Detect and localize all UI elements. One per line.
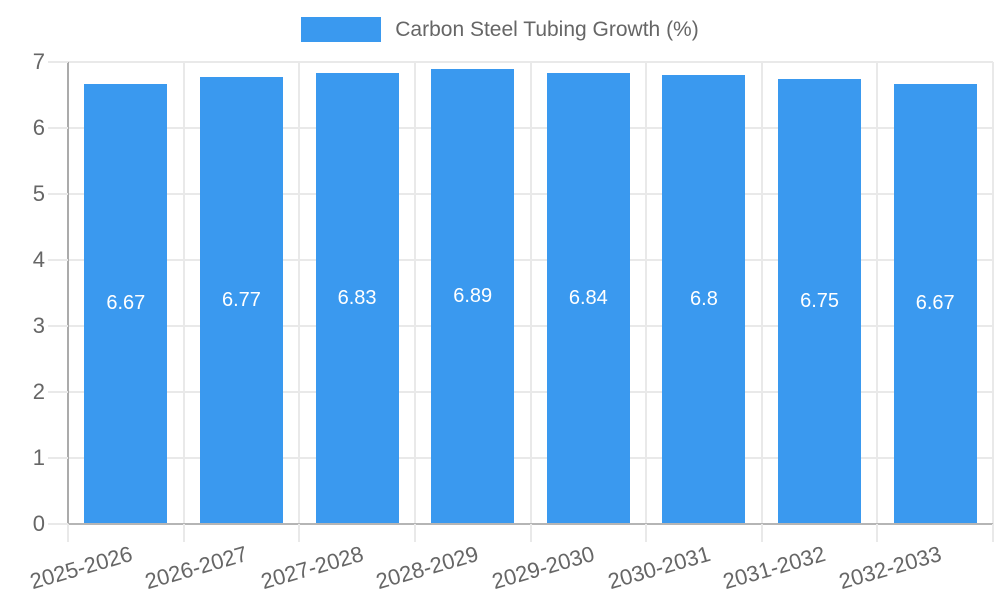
y-tick-label: 2 [32, 379, 45, 404]
y-tick [48, 61, 68, 63]
y-tick-label: 4 [32, 247, 45, 272]
y-tick-label: 1 [32, 445, 45, 470]
legend-swatch-icon [301, 17, 382, 42]
y-tick-label: 7 [32, 49, 45, 74]
y-tick [48, 391, 68, 393]
x-tick-label: 2031-2032 [720, 541, 829, 595]
y-axis-line [67, 62, 69, 526]
bar[interactable]: 6.84 [546, 72, 630, 524]
x-tick [413, 524, 416, 542]
y-tick [48, 523, 68, 525]
v-gridline [645, 62, 648, 524]
chart-legend[interactable]: Carbon Steel Tubing Growth (%) [0, 17, 1000, 42]
bar-value-label: 6.67 [106, 292, 146, 315]
y-tick [48, 127, 68, 129]
y-tick [48, 457, 68, 459]
bar[interactable]: 6.67 [893, 83, 977, 524]
x-tick [298, 524, 301, 542]
y-tick-label: 5 [32, 181, 45, 206]
x-tick-label: 2032-2033 [836, 541, 945, 595]
bar[interactable]: 6.75 [778, 78, 862, 524]
x-tick-label: 2029-2030 [489, 541, 598, 595]
bar-value-label: 6.77 [221, 289, 261, 312]
bar-value-label: 6.8 [690, 288, 718, 311]
v-gridline [992, 62, 994, 524]
bar-value-label: 6.89 [453, 285, 493, 308]
y-tick [48, 325, 68, 327]
x-tick [67, 524, 69, 542]
v-gridline [182, 62, 185, 524]
x-tick [760, 524, 763, 542]
legend-label: Carbon Steel Tubing Growth (%) [395, 17, 699, 41]
x-tick [645, 524, 648, 542]
y-tick-label: 6 [32, 115, 45, 140]
x-tick [182, 524, 185, 542]
bar[interactable]: 6.67 [84, 83, 168, 524]
bar[interactable]: 6.8 [662, 75, 746, 524]
bar-value-label: 6.84 [568, 286, 608, 309]
x-tick-label: 2027-2028 [257, 541, 366, 595]
v-gridline [413, 62, 416, 524]
bar-value-label: 6.75 [800, 289, 840, 312]
x-tick [992, 524, 994, 542]
x-tick-label: 2025-2026 [26, 541, 135, 595]
v-gridline [876, 62, 879, 524]
v-gridline [298, 62, 301, 524]
bar[interactable]: 6.89 [431, 69, 515, 524]
x-tick [876, 524, 879, 542]
bar-value-label: 6.67 [915, 292, 955, 315]
v-gridline [760, 62, 763, 524]
y-tick [48, 193, 68, 195]
x-tick-label: 2028-2029 [373, 541, 482, 595]
bar-value-label: 6.83 [337, 287, 377, 310]
y-tick [48, 259, 68, 261]
bar[interactable]: 6.83 [315, 73, 399, 524]
plot-area: 6.67 6.77 6.83 6.89 6.84 6.8 6.75 6.67 [67, 61, 994, 526]
v-gridline [529, 62, 532, 524]
y-tick-label: 3 [32, 313, 45, 338]
y-tick-label: 0 [32, 511, 45, 536]
x-tick-label: 2026-2027 [142, 541, 251, 595]
x-tick [529, 524, 532, 542]
x-tick-label: 2030-2031 [604, 541, 713, 595]
bar[interactable]: 6.77 [199, 77, 283, 524]
